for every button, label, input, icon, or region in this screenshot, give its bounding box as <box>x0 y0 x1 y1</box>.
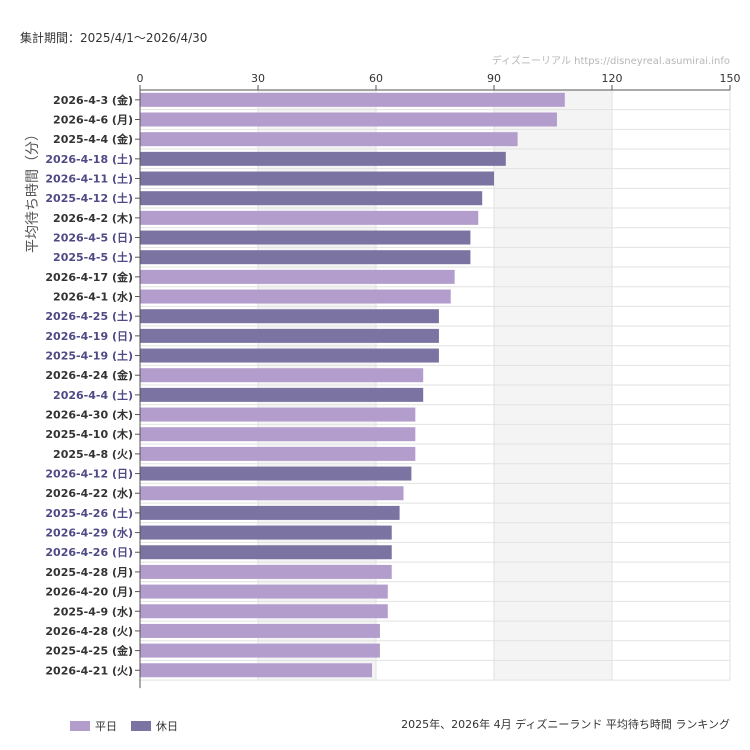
category-label: 2025-4-8 (火) <box>53 448 133 461</box>
legend-swatch-holiday <box>131 721 151 731</box>
bar <box>140 486 404 501</box>
x-tick-label: 120 <box>602 72 623 85</box>
legend-item-weekday: 平日 <box>70 718 117 734</box>
legend-item-holiday: 休日 <box>131 718 178 734</box>
bar <box>140 328 439 343</box>
bar <box>140 427 416 442</box>
category-label: 2025-4-28 (月) <box>45 566 133 579</box>
legend-label-holiday: 休日 <box>156 720 178 733</box>
bar <box>140 663 373 678</box>
category-label: 2025-4-10 (木) <box>45 427 133 441</box>
category-label: 2026-4-12 (日) <box>45 468 133 481</box>
bar <box>140 446 416 461</box>
bar <box>140 407 416 422</box>
label-layer: 2026-4-3 (金) 2026-4-6 (月) 2025-4-4 (金) 2026… <box>45 93 133 677</box>
legend-swatch-weekday <box>70 721 90 731</box>
chart-title: 2025年、2026年 4月 ディズニーランド 平均待ち時間 ランキング <box>401 718 730 731</box>
bar <box>140 309 439 324</box>
category-label: 2026-4-20 (月) <box>45 586 133 599</box>
category-label: 2026-4-11 (土) <box>45 172 133 186</box>
bar <box>140 643 380 658</box>
category-label: 2026-4-19 (日) <box>45 330 133 343</box>
bar <box>140 112 557 127</box>
x-tick-label: 60 <box>369 72 383 85</box>
x-tick-label: 30 <box>251 72 265 85</box>
category-label: 2026-4-26 (日) <box>45 546 133 559</box>
category-label: 2025-4-12 (土) <box>45 191 133 205</box>
category-label: 2026-4-17 (金) <box>45 270 133 284</box>
bar <box>140 92 565 107</box>
bar <box>140 545 392 560</box>
category-label: 2025-4-19 (土) <box>45 349 133 363</box>
x-tick-label: 90 <box>487 72 501 85</box>
x-tick-label: 0 <box>137 72 144 85</box>
category-label: 2025-4-25 (金) <box>45 644 133 658</box>
legend-label-weekday: 平日 <box>95 720 117 733</box>
category-label: 2026-4-3 (金) <box>53 93 133 107</box>
category-label: 2025-4-26 (土) <box>45 506 133 520</box>
y-axis-title: 平均待ち時間（分） <box>25 127 41 253</box>
site-credit: ディズニーリアル https://disneyreal.asumirai.inf… <box>491 56 730 67</box>
category-label: 2025-4-4 (金) <box>53 132 133 146</box>
bar-layer <box>140 92 565 678</box>
tick-layer: 0 30 60 90 120 150 <box>135 72 741 689</box>
category-label: 2026-4-5 (日) <box>53 232 133 245</box>
category-label: 2026-4-24 (金) <box>45 368 133 382</box>
bar <box>140 191 483 206</box>
bar <box>140 289 451 304</box>
x-tick-label: 150 <box>720 72 741 85</box>
category-label: 2026-4-28 (火) <box>45 625 133 638</box>
bar <box>140 132 518 147</box>
category-label: 2025-4-9 (水) <box>53 604 133 618</box>
category-label: 2026-4-30 (木) <box>45 408 133 422</box>
bar <box>140 466 412 481</box>
bar <box>140 604 388 619</box>
bar <box>140 505 400 520</box>
bar <box>140 269 455 284</box>
category-label: 2026-4-1 (水) <box>53 290 133 304</box>
period-label: 集計期間：2025/4/1〜2026/4/30 <box>20 31 208 45</box>
bar <box>140 564 392 579</box>
legend: 平日 休日 <box>70 718 178 734</box>
category-label: 2026-4-18 (土) <box>45 152 133 166</box>
bar <box>140 151 506 166</box>
bar <box>140 348 439 363</box>
bar <box>140 171 494 186</box>
bar <box>140 623 380 638</box>
category-label: 2026-4-22 (水) <box>45 486 133 500</box>
grid-layer <box>139 89 731 681</box>
bar <box>140 250 471 265</box>
category-label: 2026-4-21 (火) <box>45 664 133 677</box>
category-label: 2026-4-25 (土) <box>45 309 133 323</box>
bar <box>140 525 392 540</box>
category-label: 2026-4-6 (月) <box>53 114 133 127</box>
category-label: 2025-4-5 (土) <box>53 250 133 264</box>
category-label: 2026-4-4 (土) <box>53 388 133 402</box>
bar <box>140 230 471 245</box>
bar <box>140 368 424 383</box>
category-label: 2026-4-2 (木) <box>53 211 133 225</box>
category-label: 2026-4-29 (水) <box>45 526 133 540</box>
bar <box>140 210 479 225</box>
bar <box>140 387 424 402</box>
bar <box>140 584 388 599</box>
